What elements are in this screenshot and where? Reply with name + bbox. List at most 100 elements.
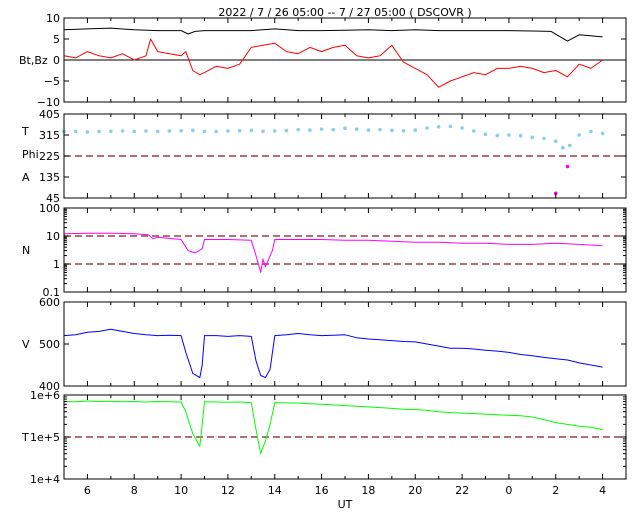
- data-point: [565, 164, 570, 169]
- data-point: [319, 127, 324, 131]
- data-point: [577, 133, 581, 137]
- y-tick-label: 1e+5: [30, 431, 60, 444]
- x-tick-label: 18: [361, 484, 375, 497]
- data-point: [284, 128, 289, 133]
- data-point: [190, 128, 195, 133]
- series-line: [63, 27, 603, 42]
- data-point: [132, 129, 137, 134]
- y-tick-label: 315: [39, 129, 60, 142]
- x-tick-label: 10: [174, 484, 188, 497]
- data-point: [471, 129, 476, 133]
- data-point: [378, 127, 382, 132]
- data-point: [343, 126, 347, 131]
- data-point: [436, 125, 441, 129]
- y-tick-label: 225: [39, 150, 60, 163]
- data-point: [155, 129, 160, 134]
- y-tick-label: 1: [53, 258, 60, 271]
- panel-density: 100 10 1 0.1 N: [22, 202, 627, 299]
- chart-title: 2022 / 7 / 26 05:00 -- 7 / 27 05:00 ( DS…: [218, 6, 471, 19]
- series-line: [63, 400, 603, 455]
- y-tick-label: 100: [39, 202, 60, 215]
- data-point: [214, 129, 219, 134]
- data-point: [354, 127, 359, 131]
- data-point: [167, 129, 172, 133]
- y-tick-label: 1e+6: [30, 389, 60, 402]
- y-tick-label: −10: [37, 96, 60, 109]
- data-point: [413, 128, 418, 132]
- x-tick-label: 6: [84, 484, 91, 497]
- y-tick-label: 0.1: [43, 286, 61, 299]
- data-point: [296, 127, 300, 132]
- y-tick-label: −5: [44, 75, 60, 88]
- panel-speed: 600 500 400 V: [22, 296, 627, 393]
- data-point: [401, 129, 406, 133]
- data-point: [495, 133, 500, 138]
- data-point: [226, 129, 230, 133]
- data-point: [507, 133, 511, 137]
- panel-field-angles: 405 315 225 135 45 T Phi A: [21, 108, 627, 205]
- panel-temperature: 1e+6 1e+5 1e+4 T: [21, 389, 627, 486]
- x-tick-label: 8: [131, 484, 138, 497]
- data-point: [518, 133, 523, 138]
- data-point: [109, 129, 113, 134]
- data-point: [600, 131, 605, 136]
- series-line: [63, 328, 603, 379]
- y-tick-label: 135: [39, 171, 60, 184]
- x-tick-label: 0: [505, 484, 512, 497]
- x-tick-label: 16: [315, 484, 329, 497]
- data-point: [97, 129, 101, 134]
- data-point: [179, 129, 183, 133]
- panel-magnetic-field: 10 5 0 −5 −10 Bt,Bz: [19, 12, 627, 109]
- data-point: [237, 129, 242, 133]
- y-axis-label: V: [22, 338, 30, 351]
- data-point: [331, 127, 336, 132]
- data-point: [568, 143, 572, 148]
- data-point: [120, 129, 125, 133]
- y-tick-label: 1e+4: [30, 473, 60, 486]
- panel-frame: [63, 301, 627, 387]
- data-point: [560, 146, 565, 150]
- chart-panels: 1050−5−10Bt,Bz40531522513545TPhiA1001010…: [19, 12, 627, 486]
- data-point: [542, 136, 546, 141]
- y-tick-label: 10: [46, 12, 60, 25]
- x-axis-ticks: 6 8 10 12 14 16 18 20 22 0 2 4: [84, 484, 606, 497]
- y-tick-label: 405: [39, 108, 60, 121]
- series-points: [553, 164, 570, 196]
- panel-frame: [63, 207, 627, 293]
- x-axis-label: UT: [338, 498, 353, 511]
- y-axis-label: A: [22, 171, 30, 184]
- y-tick-label: 400: [39, 380, 60, 393]
- data-point: [144, 129, 148, 133]
- data-point: [460, 126, 464, 130]
- data-point: [589, 129, 593, 134]
- data-point: [202, 129, 207, 134]
- data-point: [249, 128, 254, 133]
- y-axis-label: T: [21, 125, 29, 138]
- data-point: [272, 129, 277, 133]
- data-point: [390, 128, 394, 133]
- data-point: [85, 130, 90, 134]
- y-tick-label: 10: [46, 230, 60, 243]
- data-point: [483, 132, 488, 137]
- y-axis-label: Phi: [22, 148, 39, 161]
- y-tick-label: 45: [46, 192, 60, 205]
- y-tick-label: 0: [53, 54, 60, 67]
- x-tick-label: 22: [455, 484, 469, 497]
- series-line: [63, 38, 603, 88]
- x-tick-label: 4: [599, 484, 606, 497]
- y-axis-label: N: [22, 244, 30, 257]
- data-point: [308, 128, 312, 132]
- x-tick-label: 2: [552, 484, 559, 497]
- y-tick-label: 600: [39, 296, 60, 309]
- series-points: [62, 124, 605, 150]
- y-tick-label: 500: [39, 338, 60, 351]
- data-point: [261, 129, 265, 134]
- x-tick-label: 14: [268, 484, 282, 497]
- data-point: [73, 129, 78, 134]
- x-tick-label: 12: [221, 484, 235, 497]
- data-point: [366, 128, 371, 132]
- data-point: [425, 126, 429, 130]
- data-point: [553, 139, 558, 144]
